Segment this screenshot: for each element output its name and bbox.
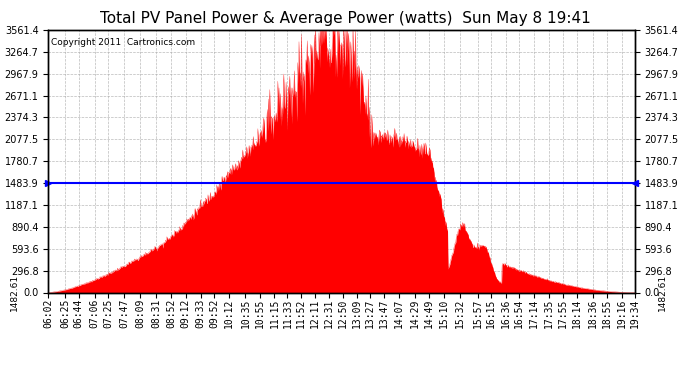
- Text: 1482.61: 1482.61: [10, 274, 19, 311]
- Text: Total PV Panel Power & Average Power (watts)  Sun May 8 19:41: Total PV Panel Power & Average Power (wa…: [99, 11, 591, 26]
- Text: 1482.61: 1482.61: [658, 274, 667, 311]
- Text: Copyright 2011  Cartronics.com: Copyright 2011 Cartronics.com: [51, 38, 195, 47]
